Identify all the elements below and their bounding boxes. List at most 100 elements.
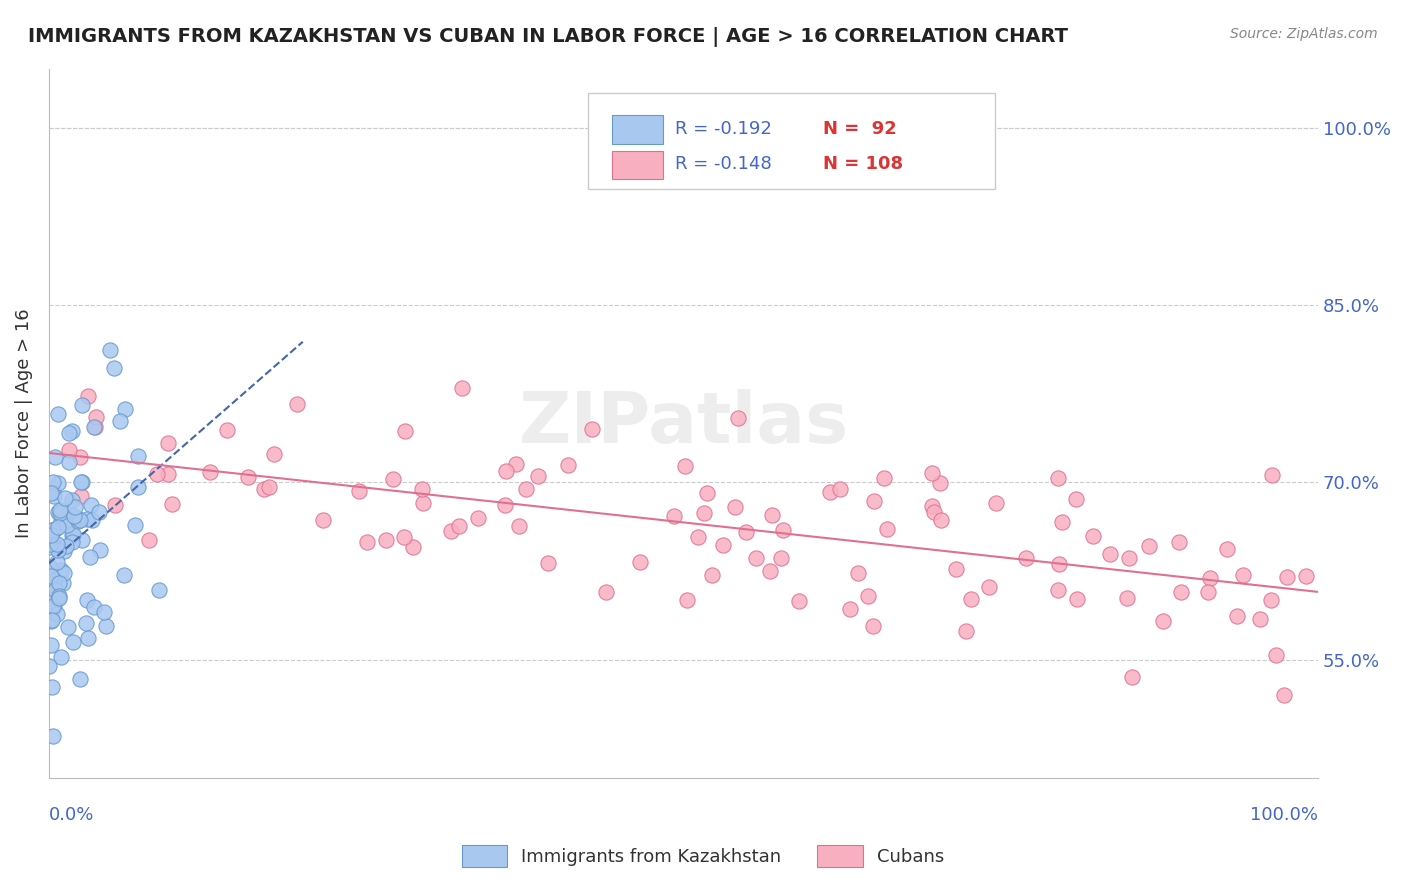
Point — [494, 498, 516, 512]
Point — [770, 551, 793, 566]
Point — [39, 561, 62, 575]
Point — [374, 533, 396, 548]
Point — [44, 522, 66, 536]
Point — [94, 619, 117, 633]
Point — [285, 397, 308, 411]
Point — [675, 458, 697, 473]
Point — [818, 485, 841, 500]
Point — [60, 534, 83, 549]
Point — [1064, 492, 1087, 507]
Point — [1081, 529, 1104, 543]
Point — [157, 467, 180, 481]
Point — [45, 555, 67, 569]
Point — [1199, 571, 1222, 585]
Point — [41, 615, 63, 629]
Point — [80, 513, 103, 527]
Text: 0.0%: 0.0% — [49, 806, 94, 824]
Point — [44, 579, 66, 593]
Point — [58, 455, 80, 469]
Point — [1050, 515, 1073, 529]
Point — [89, 505, 111, 519]
Point — [51, 649, 73, 664]
Point — [1249, 612, 1271, 626]
Point — [83, 600, 105, 615]
Point — [79, 549, 101, 564]
Point — [53, 566, 76, 580]
Point — [1047, 557, 1070, 571]
Point — [38, 560, 60, 574]
FancyBboxPatch shape — [588, 94, 994, 189]
Point — [236, 469, 259, 483]
Point — [253, 482, 276, 496]
Point — [1098, 547, 1121, 561]
Point — [1226, 609, 1249, 624]
Point — [863, 494, 886, 508]
Point — [39, 528, 62, 542]
Point — [114, 568, 136, 582]
Point — [537, 557, 560, 571]
Point — [41, 532, 63, 546]
Point — [676, 593, 699, 607]
Point — [39, 537, 62, 551]
Point — [979, 580, 1001, 594]
Point — [46, 475, 69, 490]
Point — [921, 499, 943, 513]
Point — [42, 578, 65, 592]
Text: 100.0%: 100.0% — [1250, 806, 1319, 824]
Point — [39, 638, 62, 652]
Point — [39, 568, 62, 582]
Point — [1272, 688, 1295, 702]
Point — [921, 466, 943, 480]
Point — [42, 484, 65, 499]
Point — [451, 381, 474, 395]
Point — [724, 500, 747, 515]
Point — [124, 518, 146, 533]
Point — [49, 507, 72, 521]
Point — [1264, 648, 1286, 662]
Point — [1295, 569, 1317, 583]
Point — [42, 475, 65, 489]
Point — [46, 591, 69, 605]
Point — [44, 490, 66, 504]
Point — [1015, 550, 1038, 565]
Point — [628, 556, 651, 570]
Point — [347, 484, 370, 499]
Point — [49, 563, 72, 577]
Point — [93, 605, 115, 619]
Point — [42, 599, 65, 613]
Point — [381, 472, 404, 486]
Point — [76, 512, 98, 526]
Text: IMMIGRANTS FROM KAZAKHSTAN VS CUBAN IN LABOR FORCE | AGE > 16 CORRELATION CHART: IMMIGRANTS FROM KAZAKHSTAN VS CUBAN IN L… — [28, 27, 1069, 46]
Legend: Immigrants from Kazakhstan, Cubans: Immigrants from Kazakhstan, Cubans — [454, 838, 952, 874]
Point — [263, 447, 285, 461]
Point — [63, 500, 86, 514]
Point — [686, 530, 709, 544]
Point — [146, 467, 169, 481]
Point — [447, 519, 470, 533]
Point — [928, 475, 950, 490]
Point — [959, 592, 981, 607]
Point — [42, 729, 65, 743]
Point — [1261, 468, 1284, 483]
Point — [46, 407, 69, 421]
Point — [1277, 570, 1299, 584]
Point — [60, 493, 83, 508]
Point — [103, 498, 125, 512]
Point — [200, 465, 222, 479]
Point — [69, 672, 91, 686]
Point — [39, 486, 62, 500]
Point — [1152, 614, 1174, 628]
Point — [515, 482, 537, 496]
Point — [41, 523, 63, 537]
Point — [727, 411, 749, 425]
Point — [257, 479, 280, 493]
Point — [62, 635, 84, 649]
Point — [70, 475, 93, 489]
Point — [557, 458, 579, 473]
Point — [215, 423, 238, 437]
Point — [1047, 583, 1070, 598]
Point — [38, 659, 60, 673]
Point — [595, 585, 617, 599]
Point — [394, 530, 416, 544]
Point — [80, 498, 103, 512]
